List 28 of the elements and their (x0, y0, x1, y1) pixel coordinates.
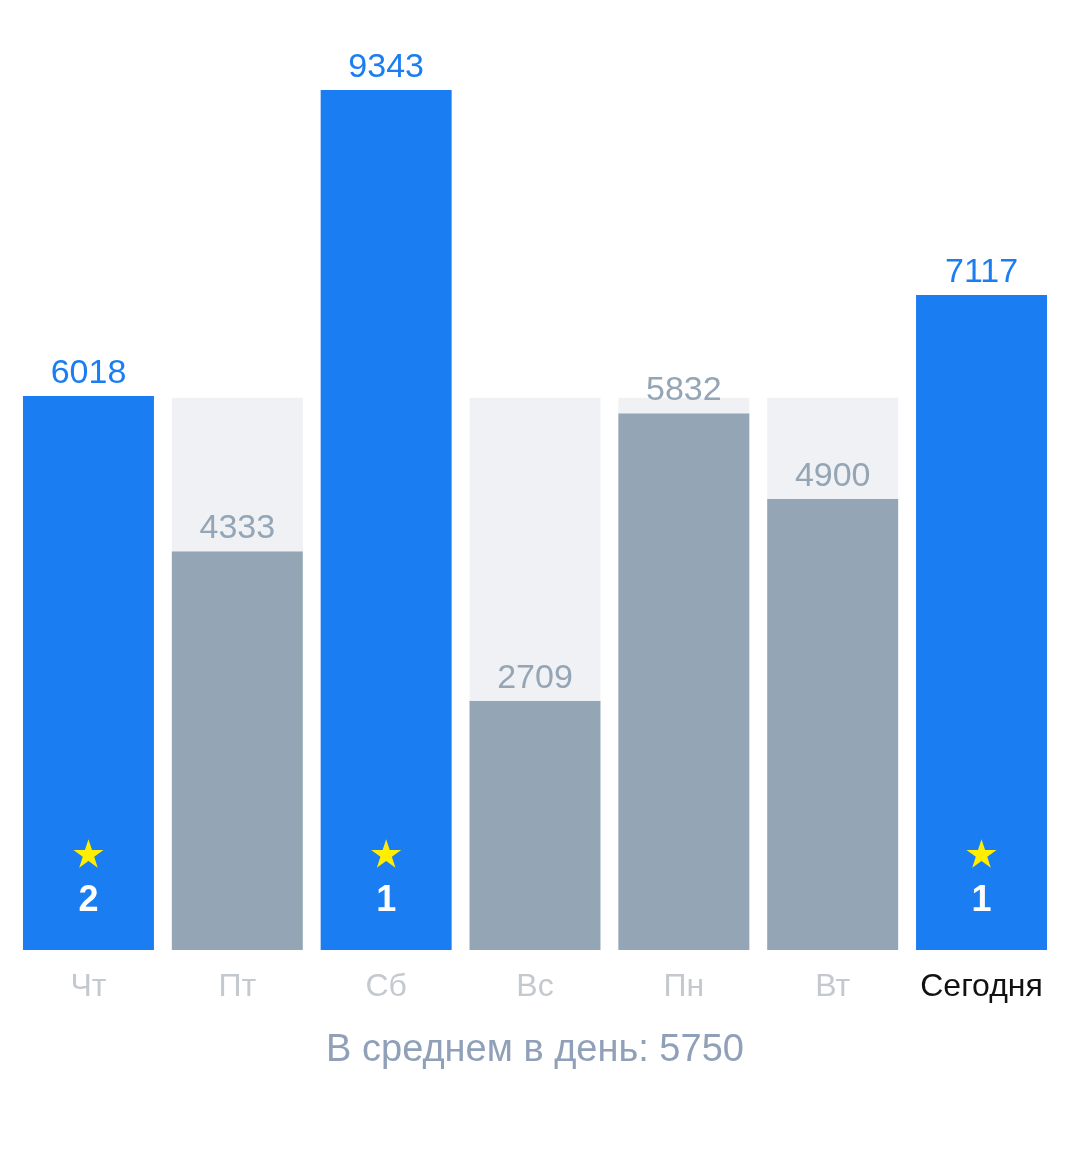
data-label: 7117 (944, 250, 1019, 289)
annotation: 2 (78, 878, 99, 919)
x-tick-label: Чт (70, 966, 107, 1003)
data-label: 9343 (348, 46, 424, 84)
annotation: 1 (376, 878, 397, 919)
bar (469, 700, 601, 950)
bar (171, 397, 303, 552)
annotation: 1 (971, 878, 992, 919)
bar (171, 551, 303, 950)
x-tick-label: Сб (365, 966, 407, 1003)
text: В среднем в день: 5750 (326, 1027, 744, 1069)
x-tick-label: Пн (663, 966, 705, 1003)
data-label: 5832 (646, 369, 722, 408)
data-label: 4900 (794, 454, 871, 493)
bar (320, 90, 452, 950)
bar (916, 294, 1048, 950)
data-label: 6018 (50, 352, 127, 391)
x-tick-label: Вт (815, 966, 851, 1003)
x-tick-label: Пт (218, 966, 257, 1003)
data-label: 2709 (497, 656, 573, 695)
bar (767, 498, 899, 950)
x-tick-label: Вс (516, 966, 554, 1003)
data-label: 4333 (199, 507, 276, 546)
x-tick-label: Сегодня (920, 966, 1043, 1003)
bar (767, 397, 899, 499)
bar (618, 413, 750, 950)
bar (22, 396, 154, 950)
bar (469, 397, 601, 701)
